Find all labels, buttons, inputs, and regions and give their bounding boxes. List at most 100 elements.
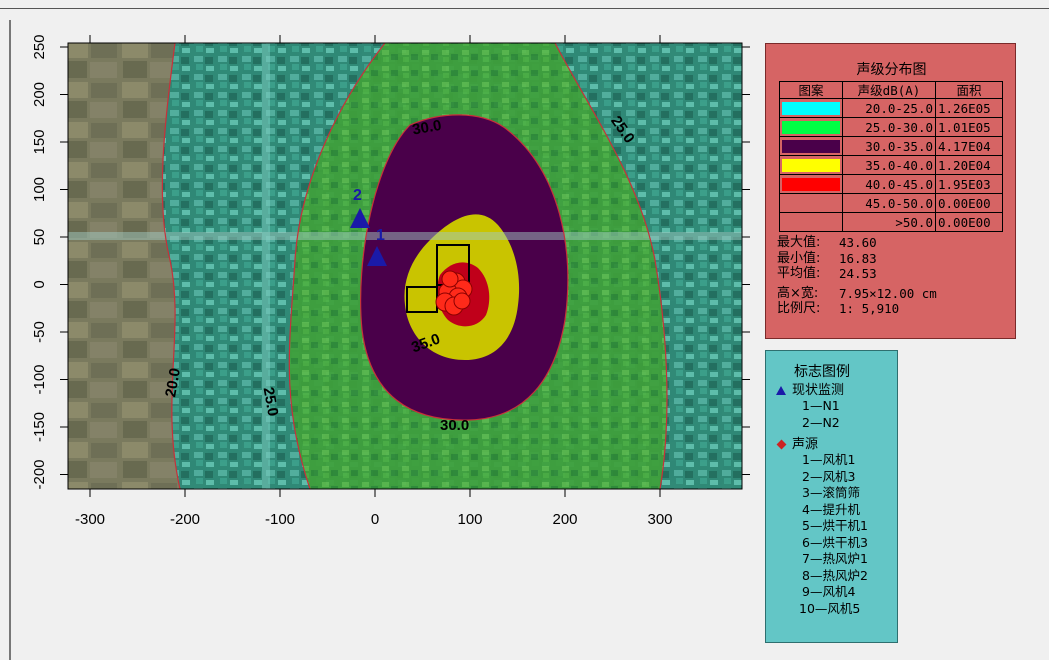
legend-row: 40.0-45.0 1.95E03: [779, 174, 1003, 194]
monitor-legend-heading: 现状监测: [776, 379, 844, 398]
source-legend-item: 5—烘干机1: [802, 518, 868, 533]
size-label: 高×宽:: [777, 285, 819, 301]
y-tick-label: 250: [31, 34, 48, 59]
y-tick-label: 150: [31, 129, 48, 154]
y-tick-label: -50: [31, 321, 48, 343]
size-value: 7.95×12.00 cm: [839, 285, 937, 301]
scale-label: 比例尺:: [777, 301, 821, 316]
legend-table: 图案 声级dB(A) 面积 20.0-25.0 1.26E05 25.0-30.0 1…: [779, 81, 1003, 232]
legend-range: 35.0-40.0: [842, 155, 936, 175]
max-value: 43.60: [839, 235, 877, 250]
min-value: 16.83: [839, 250, 877, 266]
legend-row: 45.0-50.0 0.00E00: [779, 193, 1003, 213]
legend-swatch: [779, 212, 843, 232]
legend-swatch: [779, 98, 843, 118]
diamond-icon: [776, 439, 787, 450]
legend-row: 20.0-25.0 1.26E05: [779, 98, 1003, 118]
monitor-label-1: 1: [376, 227, 385, 244]
legend-header-level: 声级dB(A): [842, 81, 936, 99]
y-tick-label: 100: [31, 177, 48, 202]
legend-range: 30.0-35.0: [842, 136, 936, 156]
contour-label-25-left: 25.0: [260, 386, 282, 418]
x-tick-label: 300: [647, 511, 672, 528]
source-legend-item: 4—提升机: [802, 501, 860, 517]
left-border: [9, 20, 11, 660]
max-label: 最大值:: [777, 235, 821, 250]
x-tick-label: -300: [75, 511, 105, 528]
monitor-label-2: 2: [353, 187, 362, 204]
marker-legend-title: 标志图例: [794, 364, 850, 380]
legend-row: 25.0-30.0 1.01E05: [779, 117, 1003, 137]
legend-area: 1.26E05: [935, 98, 1003, 118]
x-tick-label: -100: [265, 511, 295, 528]
plot-frame: [67, 42, 743, 490]
legend-range: >50.0: [842, 212, 936, 232]
contour-line-30: [360, 114, 569, 421]
contour-label-30-top: 30.0: [411, 117, 443, 139]
top-border: [0, 8, 1049, 9]
monitor-point-n1[interactable]: [367, 246, 387, 266]
contour-label-20: 20.0: [162, 367, 184, 399]
contour-label-30-bottom: 30.0: [440, 417, 469, 434]
source-legend-heading: 声源: [776, 433, 818, 452]
y-axis: 250 200 150 100 50 0 -50 -100 -150 -200: [31, 34, 750, 490]
monitor-legend-title: 现状监测: [792, 383, 845, 398]
marker-legend: 标志图例 现状监测 1—N1 2—N2 声源 1—风机1 2—风机3 3—滚筒筛 4—…: [765, 350, 898, 643]
min-label: 最小值:: [777, 250, 821, 266]
monitor-legend-item: 2—N2: [802, 415, 840, 430]
source-legend-item: 3—滚筒筛: [802, 485, 860, 500]
y-tick-label: 50: [31, 229, 48, 246]
avg-value: 24.53: [839, 266, 877, 281]
map-image-layer: [68, 43, 742, 489]
legend-row: 35.0-40.0 1.20E04: [779, 155, 1003, 175]
x-tick-label: -200: [170, 511, 200, 528]
contour-line-20: [161, 43, 181, 489]
legend-range: 25.0-30.0: [842, 117, 936, 137]
y-tick-label: -100: [31, 364, 48, 394]
legend-row: >50.0 0.00E00: [779, 212, 1003, 232]
legend-header-pattern: 图案: [779, 81, 843, 99]
x-tick-label: 100: [457, 511, 482, 528]
y-tick-label: 0: [31, 280, 48, 288]
legend-range: 20.0-25.0: [842, 98, 936, 118]
legend-area: 1.20E04: [935, 155, 1003, 175]
noise-source-cluster[interactable]: [435, 270, 473, 316]
legend-swatch: [779, 136, 843, 156]
avg-label: 平均值:: [777, 266, 821, 281]
legend-swatch: [779, 117, 843, 137]
monitor-legend-item: 1—N1: [802, 398, 840, 413]
contour-line-25-right: [554, 43, 668, 489]
legend-range: 40.0-45.0: [842, 174, 936, 194]
legend-area: 4.17E04: [935, 136, 1003, 156]
contour-line-25-left: [288, 43, 386, 489]
source-legend-title: 声源: [792, 437, 819, 452]
monitor-point-n2[interactable]: [350, 208, 370, 228]
legend-swatch: [779, 193, 843, 213]
x-axis: -300 -200 -100 0 100 200 300: [75, 35, 673, 528]
x-tick-label: 0: [371, 511, 379, 528]
y-tick-label: -200: [31, 459, 48, 489]
legend-area: 0.00E00: [935, 212, 1003, 232]
legend-swatch: [779, 155, 843, 175]
source-legend-item: 1—风机1: [802, 452, 856, 467]
source-legend-item: 6—烘干机3: [802, 534, 868, 550]
y-tick-label: -150: [31, 412, 48, 442]
y-tick-label: 200: [31, 82, 48, 107]
legend-area: 0.00E00: [935, 193, 1003, 213]
road: [262, 43, 270, 489]
x-tick-label: 200: [552, 511, 577, 528]
legend-row: 30.0-35.0 4.17E04: [779, 136, 1003, 156]
source-legend-item: 8—热风炉2: [802, 567, 868, 583]
sound-level-legend: 声级分布图 图案 声级dB(A) 面积 20.0-25.0 1.26E05 25.0…: [765, 43, 1016, 339]
source-legend-item: 7—热风炉1: [802, 551, 868, 566]
legend-header-area: 面积: [935, 81, 1003, 99]
source-legend-item: 9—风机4: [802, 584, 856, 599]
road: [68, 232, 742, 240]
source-legend-item: 10—风机5: [799, 600, 861, 616]
legend-area: 1.01E05: [935, 117, 1003, 137]
legend-title: 声级分布图: [856, 62, 927, 78]
legend-range: 45.0-50.0: [842, 193, 936, 213]
legend-stats: 最大值: 43.60 最小值: 16.83 平均值: 24.53 高×宽: 7.95×1…: [777, 235, 937, 317]
legend-swatch: [779, 174, 843, 194]
